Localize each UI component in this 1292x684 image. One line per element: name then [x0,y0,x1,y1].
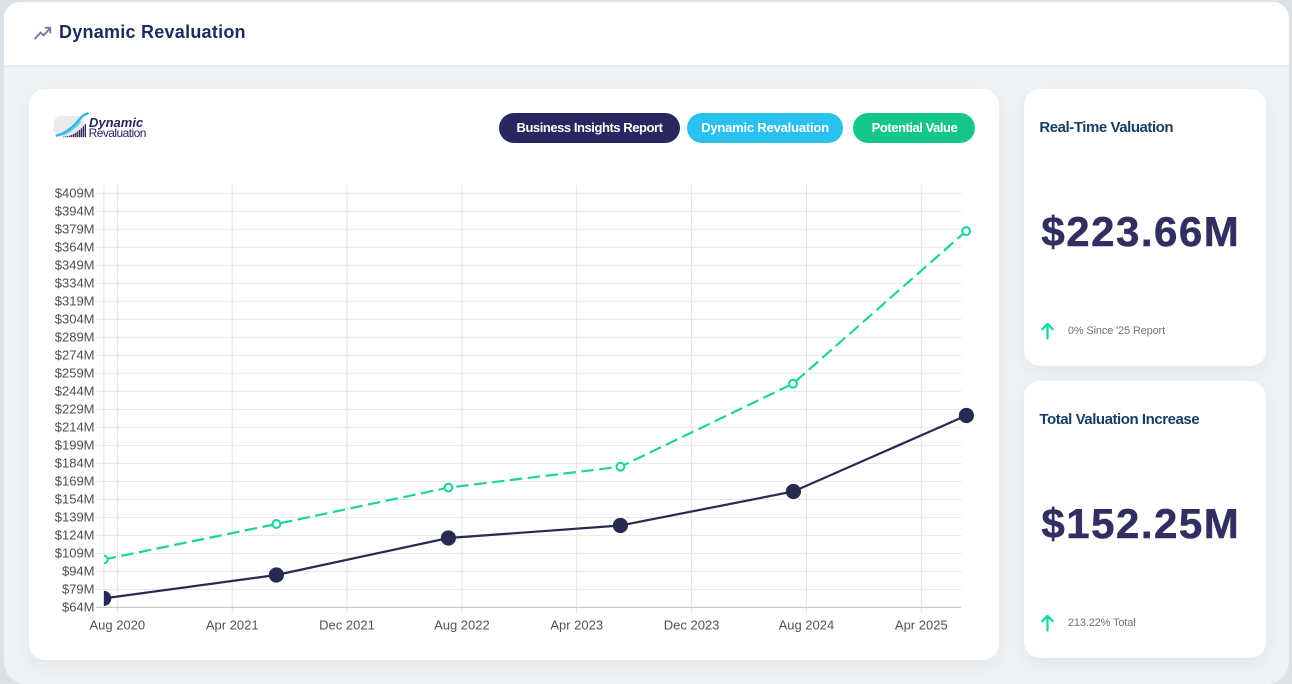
svg-text:Apr 2025: Apr 2025 [895,618,948,633]
svg-text:Aug 2022: Aug 2022 [434,618,490,633]
svg-text:$229M: $229M [54,402,94,417]
svg-text:$409M: $409M [54,186,94,201]
svg-text:$199M: $199M [54,438,94,453]
svg-text:$259M: $259M [54,366,94,381]
svg-text:$64M: $64M [62,600,95,615]
svg-text:$379M: $379M [54,222,94,237]
svg-text:$394M: $394M [54,204,94,219]
svg-text:Apr 2021: Apr 2021 [205,618,258,633]
svg-text:$79M: $79M [62,582,95,597]
svg-text:$109M: $109M [54,546,94,561]
svg-text:Aug 2024: Aug 2024 [778,618,834,633]
svg-text:$184M: $184M [54,456,94,471]
svg-text:$244M: $244M [54,384,94,399]
svg-text:$169M: $169M [54,474,94,489]
svg-text:$319M: $319M [54,294,94,309]
svg-text:$364M: $364M [54,240,94,255]
svg-text:$304M: $304M [54,312,94,327]
svg-text:$124M: $124M [54,528,94,543]
svg-text:$334M: $334M [54,276,94,291]
svg-text:$94M: $94M [62,564,95,579]
svg-text:$214M: $214M [54,420,94,435]
svg-text:$289M: $289M [54,330,94,345]
svg-text:Dec 2023: Dec 2023 [663,618,719,633]
svg-text:$274M: $274M [54,348,94,363]
svg-text:Apr 2023: Apr 2023 [550,618,603,633]
svg-text:$139M: $139M [54,510,94,525]
svg-text:Aug 2020: Aug 2020 [89,618,145,633]
svg-text:$349M: $349M [54,258,94,273]
svg-text:Dec 2021: Dec 2021 [319,618,375,633]
svg-text:$154M: $154M [54,492,94,507]
